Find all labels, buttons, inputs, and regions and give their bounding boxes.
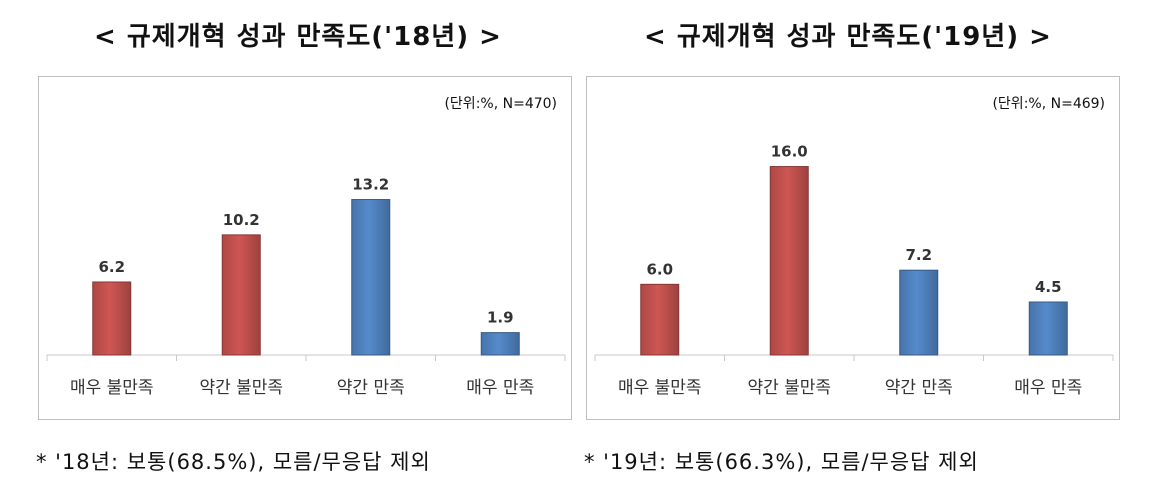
chart-panel-2019: (단위:%, N=469) 6.0 매우 불만족 16.0 약간 불만족 7.2 약간 만…: [586, 76, 1120, 420]
bar-chart-2019: 6.0 매우 불만족 16.0 약간 불만족 7.2 약간 만족 4.5 매우 만족: [594, 143, 1114, 398]
chart-title-2019: < 규제개혁 성과 만족도('19년) >: [644, 22, 1052, 52]
category-label: 매우 만족: [466, 378, 534, 398]
bar-3: [899, 269, 939, 356]
category-label: 약간 만족: [885, 378, 953, 398]
category-label: 매우 불만족: [618, 378, 702, 398]
bar-2: [221, 234, 261, 356]
data-label: 10.2: [223, 211, 260, 229]
chart-panel-2018: (단위:%, N=470) 6.2 매우 불만족 10.2 약간 불만족 13.2 약간 …: [38, 76, 572, 420]
footnote-2018: * '18년: 보통(68.5%), 모름/무응답 제외: [36, 450, 431, 474]
unit-note-2019: (단위:%, N=469): [992, 96, 1105, 112]
bar-3: [351, 199, 391, 356]
unit-note-2018: (단위:%, N=470): [444, 96, 557, 112]
data-label: 6.0: [646, 260, 673, 278]
data-label: 4.5: [1035, 278, 1062, 296]
data-label: 7.2: [905, 246, 932, 264]
category-label: 약간 만족: [337, 378, 405, 398]
category-label: 약간 불만족: [199, 378, 283, 398]
bar-1: [92, 281, 132, 356]
bar-1: [640, 283, 680, 356]
category-label: 약간 불만족: [747, 378, 831, 398]
data-label: 1.9: [487, 309, 514, 327]
footnote-2019: * '19년: 보통(66.3%), 모름/무응답 제외: [584, 450, 979, 474]
bar-4: [1028, 301, 1068, 356]
chart-title-2018: < 규제개혁 성과 만족도('18년) >: [94, 22, 502, 52]
bar-chart-2018: 6.2 매우 불만족 10.2 약간 불만족 13.2 약간 만족 1.9 매우 만족: [46, 176, 566, 398]
category-label: 매우 만족: [1014, 378, 1082, 398]
data-label: 13.2: [352, 176, 389, 194]
data-label: 6.2: [98, 258, 125, 276]
bar-4: [480, 332, 520, 356]
bar-2: [769, 166, 809, 356]
category-label: 매우 불만족: [70, 378, 154, 398]
data-label: 16.0: [771, 143, 808, 161]
